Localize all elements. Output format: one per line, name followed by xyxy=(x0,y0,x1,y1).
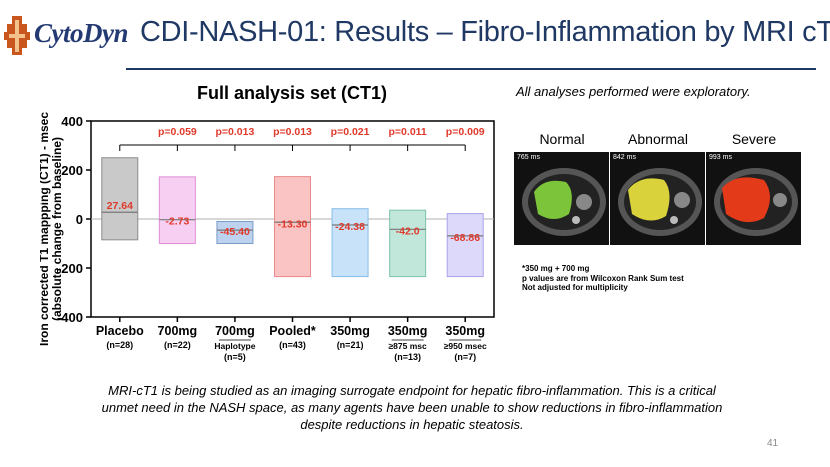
slide-number: 41 xyxy=(767,438,779,449)
footnote-1: *350 mg + 700 mg xyxy=(522,264,590,273)
bar-0 xyxy=(101,157,139,241)
median-label-6: -68.86 xyxy=(450,232,480,244)
x-tick-label-1: 700mg xyxy=(158,324,198,338)
x-subgroup-label-5: ≥875 msc xyxy=(389,341,427,351)
mri-ms-normal: 765 ms xyxy=(517,154,540,161)
p-value-5: p=0.011 xyxy=(389,126,427,138)
bar-2 xyxy=(216,220,254,244)
x-tick-label-0: Placebo xyxy=(96,324,144,338)
x-n-label-4: (n=21) xyxy=(337,340,364,350)
x-subgroup-label-6: ≥950 msec xyxy=(444,341,487,351)
x-n-label-6: (n=7) xyxy=(454,352,476,362)
liver-region-severe xyxy=(722,177,770,223)
mri-image-severe: 993 ms xyxy=(706,152,801,245)
y-axis-label: Iron corrected T1 mappping (CT1) - msec xyxy=(40,112,51,346)
liver-region-normal xyxy=(534,180,572,219)
p-value-3: p=0.013 xyxy=(273,126,312,138)
p-value-2: p=0.013 xyxy=(216,126,255,138)
mri-ms-severe: 993 ms xyxy=(709,154,732,161)
mri-label-severe: Severe xyxy=(731,131,777,147)
p-value-4: p=0.021 xyxy=(331,126,370,138)
footnote-3: Not adjusted for multiplicity xyxy=(522,283,628,292)
page-title: CDI-NASH-01: Results – Fibro-Inflammatio… xyxy=(140,16,830,48)
median-label-5: -42.0 xyxy=(396,225,420,237)
median-label-1: -2.73 xyxy=(165,216,189,228)
x-subgroup-label-2: Haplotype xyxy=(214,341,255,351)
x-n-label-1: (n=22) xyxy=(164,340,191,350)
bar-1 xyxy=(158,176,196,244)
x-tick-label-6: 350mg xyxy=(445,324,485,338)
logo-emblem-icon xyxy=(4,16,30,55)
x-n-label-3: (n=43) xyxy=(279,340,306,350)
bar-4 xyxy=(331,208,369,278)
median-label-4: -24.38 xyxy=(335,221,365,233)
liver-scan-normal-icon xyxy=(522,168,606,236)
bar-chart: Full analysis set (CT1) -400 -200 0 200 400 Ir… xyxy=(40,83,495,362)
logo-text: CytoDyn xyxy=(34,18,129,48)
y-tick-label: 400 xyxy=(61,114,83,129)
summary-text: MRI-cT1 is being studied as an imaging s… xyxy=(101,383,723,432)
mri-ms-abnormal: 842 ms xyxy=(613,154,636,161)
liver-region-abnormal xyxy=(628,178,670,221)
y-tick-label: -200 xyxy=(57,261,83,276)
p-value-1: p=0.059 xyxy=(158,126,197,138)
footnotes: *350 mg + 700 mg p values are from Wilco… xyxy=(522,264,684,293)
mri-label-abnormal: Abnormal xyxy=(628,131,688,147)
footnote-2: p values are from Wilcoxon Rank Sum test xyxy=(522,273,684,283)
median-label-0: 27.64 xyxy=(107,200,133,212)
y-tick-label: 200 xyxy=(61,163,83,178)
cytodyn-logo: CytoDyn xyxy=(4,14,129,56)
y-tick-label: 0 xyxy=(76,212,83,227)
mri-label-normal: Normal xyxy=(539,131,585,147)
x-tick-label-3: Pooled* xyxy=(269,324,316,338)
x-n-label-2: (n=5) xyxy=(224,352,246,362)
p-value-6: p=0.009 xyxy=(446,126,485,138)
y-tick-label: -400 xyxy=(57,310,83,325)
x-n-label-0: (n=28) xyxy=(106,340,133,350)
bar-5 xyxy=(389,209,427,278)
bar-6 xyxy=(446,213,484,278)
x-n-label-5: (n=13) xyxy=(394,352,421,362)
exploratory-note: All analyses performed were exploratory. xyxy=(516,84,751,99)
title-divider xyxy=(126,68,816,70)
chart-title: Full analysis set (CT1) xyxy=(197,83,387,103)
bar-3 xyxy=(274,176,311,278)
liver-scan-abnormal-icon xyxy=(618,168,702,236)
x-tick-label-4: 350mg xyxy=(330,324,370,338)
mri-image-normal: 765 ms xyxy=(514,152,609,245)
x-tick-label-5: 350mg xyxy=(388,324,428,338)
mri-image-abnormal: 842 ms xyxy=(610,152,705,245)
x-tick-label-2: 700mg xyxy=(215,324,255,338)
y-axis-label-2: (absolute change from baseline) xyxy=(50,137,64,321)
median-label-2: -45.40 xyxy=(220,226,250,238)
liver-scan-severe-icon xyxy=(714,168,798,236)
median-label-3: -13.30 xyxy=(278,218,308,230)
